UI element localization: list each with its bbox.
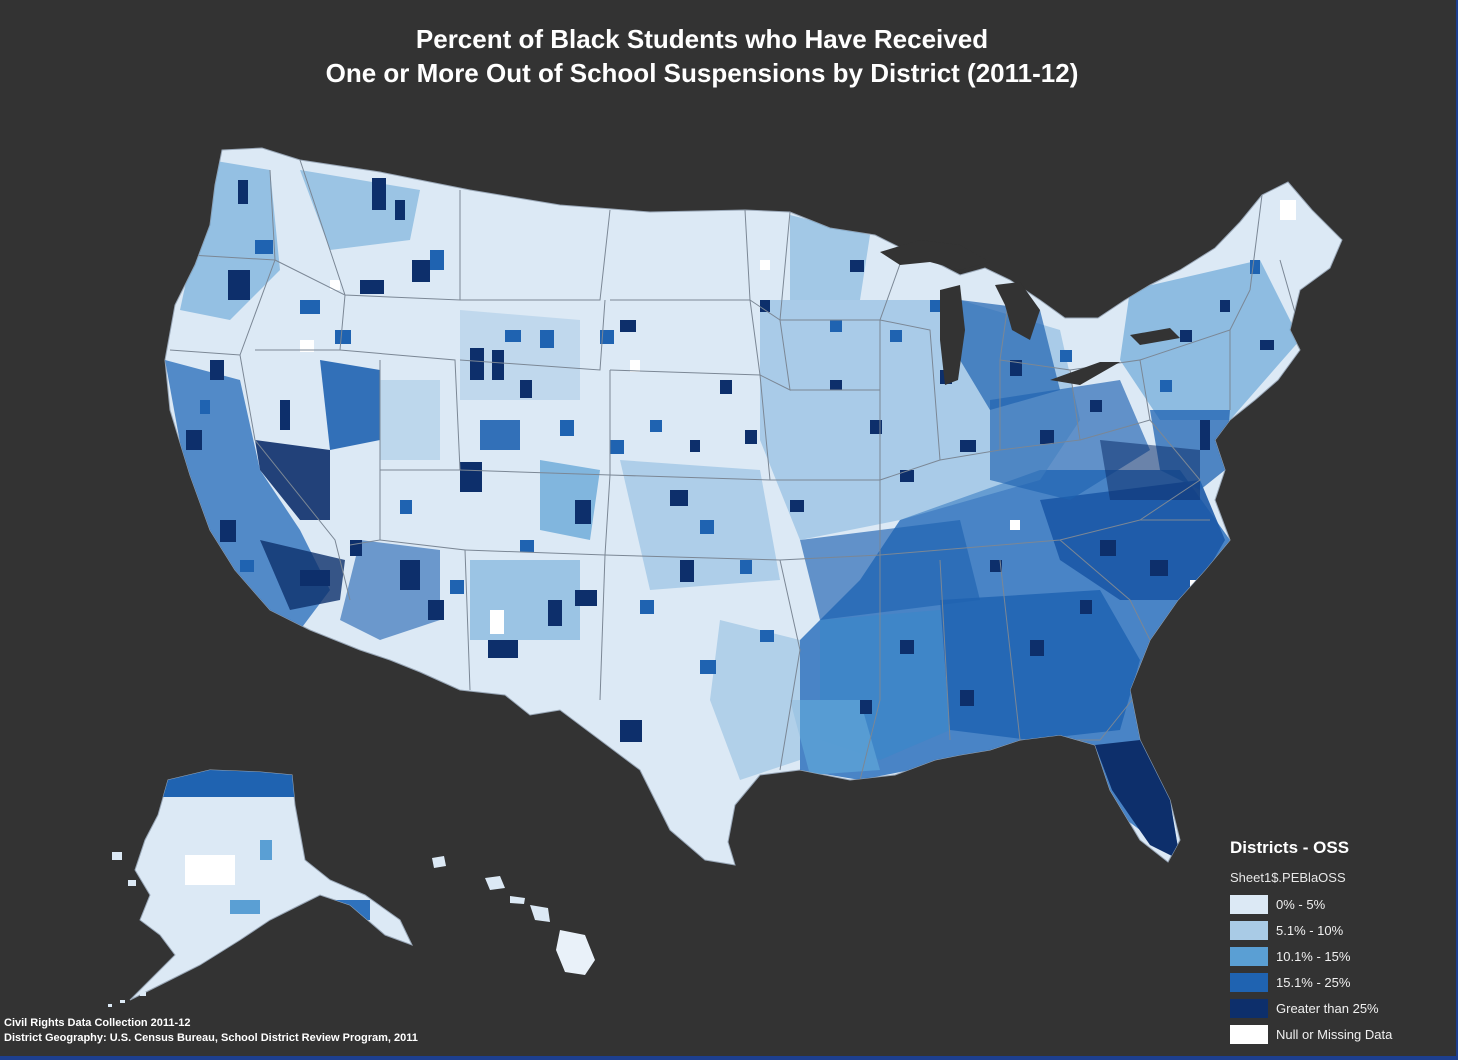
legend-swatch — [1230, 972, 1268, 992]
map-title: Percent of Black Students who Have Recei… — [0, 22, 1404, 90]
region-east-texas — [710, 620, 800, 780]
lake-ontario — [1130, 328, 1180, 345]
legend-swatch — [1230, 1024, 1268, 1044]
contiguous-us — [164, 147, 1343, 866]
high-rate-districts — [186, 178, 1274, 742]
hawaii-big-island — [556, 930, 595, 975]
missing-data-districts — [300, 200, 1296, 634]
legend-item: 15.1% - 25% — [1230, 969, 1450, 995]
alaska-base — [129, 769, 413, 1001]
region-florida — [1095, 740, 1180, 860]
credit-line-2: District Geography: U.S. Census Bureau, … — [4, 1032, 418, 1044]
hawaii-kauai — [432, 856, 446, 868]
aleutian-islands — [108, 852, 146, 1007]
alaska — [108, 769, 413, 1007]
legend-swatch — [1230, 920, 1268, 940]
region-new-mexico — [470, 560, 580, 640]
legend-swatch — [1230, 946, 1268, 966]
mid-rate-districts — [200, 240, 1260, 674]
legend-title: Districts - OSS — [1230, 838, 1350, 857]
map-title-line-1: Percent of Black Students who Have Recei… — [415, 24, 989, 54]
region-colorado-west — [480, 420, 520, 450]
legend-field-name: Sheet1$.PEBlaOSS — [1230, 870, 1346, 885]
region-carolinas — [1040, 480, 1225, 600]
legend-label: Null or Missing Data — [1276, 1026, 1393, 1042]
legend-item: 0% - 5% — [1230, 891, 1450, 917]
legend-items: 0% - 5% 5.1% - 10% 10.1% - 15% 15.1% - 25% G… — [1230, 891, 1450, 1047]
region-arkansas-tennessee — [800, 520, 980, 620]
region-georgia-alabama — [940, 590, 1140, 740]
legend-label: Greater than 25% — [1276, 1000, 1379, 1016]
hawaii-maui — [530, 905, 550, 922]
region-utah — [380, 380, 440, 460]
legend-label: 0% - 5% — [1276, 896, 1326, 912]
hawaii-oahu — [485, 876, 505, 890]
lake-michigan — [940, 285, 965, 385]
region-michigan — [960, 300, 1060, 410]
map-legend: Districts - OSS Sheet1$.PEBlaOSS 0% - 5%… — [1230, 838, 1450, 1047]
region-montana-west — [300, 170, 420, 250]
region-louisiana — [790, 700, 880, 775]
great-lakes — [880, 240, 1180, 385]
lake-huron — [995, 282, 1040, 340]
source-credits: Civil Rights Data Collection 2011-12 Dis… — [4, 1016, 418, 1046]
map-title-line-2: One or More Out of School Suspensions by… — [325, 58, 1079, 88]
legend-label: 10.1% - 15% — [1276, 948, 1351, 964]
legend-swatch — [1230, 998, 1268, 1018]
legend-item: Greater than 25% — [1230, 995, 1450, 1021]
legend-item: 5.1% - 10% — [1230, 917, 1450, 943]
hawaii — [432, 856, 595, 975]
region-nevada — [255, 440, 330, 520]
lake-superior — [880, 240, 990, 270]
lake-erie — [1050, 362, 1120, 385]
credit-line-1: Civil Rights Data Collection 2011-12 — [4, 1017, 191, 1029]
region-virginia — [1100, 440, 1200, 500]
legend-swatch — [1230, 894, 1268, 914]
legend-item: 10.1% - 15% — [1230, 943, 1450, 969]
legend-label: 15.1% - 25% — [1276, 974, 1351, 990]
legend-item: Null or Missing Data — [1230, 1021, 1450, 1047]
hawaii-molokai — [510, 896, 525, 904]
region-minnesota — [790, 215, 870, 300]
region-nevada-east — [320, 360, 380, 450]
legend-label: 5.1% - 10% — [1276, 922, 1344, 938]
